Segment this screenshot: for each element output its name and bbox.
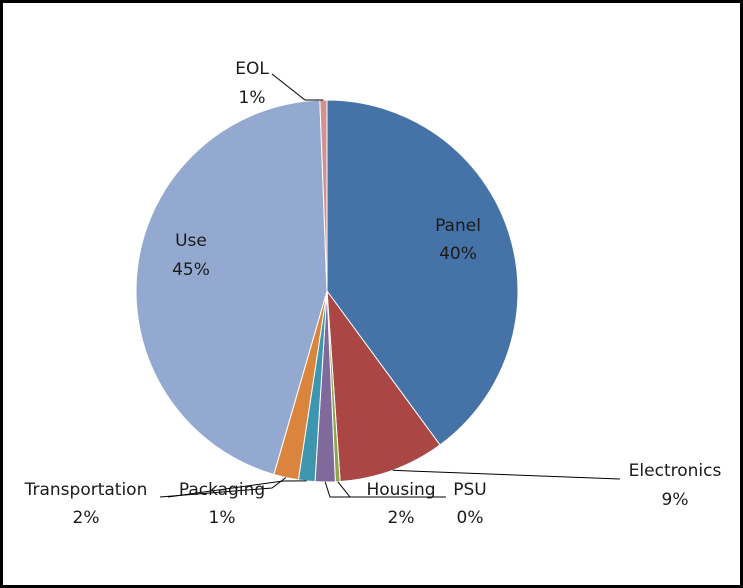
pie-slice-use — [135, 99, 328, 476]
pie-slice-panel — [326, 99, 519, 446]
leader-line-transportation — [159, 477, 287, 498]
label-psu-value: 0% — [457, 508, 484, 528]
label-eol-value: 1% — [239, 88, 266, 108]
label-psu-name: PSU — [453, 480, 487, 500]
leader-line-eol — [271, 73, 324, 101]
label-use-value: 45% — [172, 260, 210, 280]
label-packaging-name: Packaging — [179, 480, 265, 500]
leader-lines — [159, 73, 621, 498]
leader-line-packaging — [167, 480, 307, 498]
label-housing-value: 2% — [388, 508, 415, 528]
label-transportation-value: 2% — [73, 508, 100, 528]
label-eol-name: EOL — [235, 59, 269, 79]
label-electronics-value: 9% — [662, 490, 689, 510]
label-panel-name: Panel — [435, 216, 481, 236]
label-housing-name: Housing — [366, 480, 435, 500]
leader-line-housing — [324, 481, 440, 498]
label-transportation-name: Transportation — [24, 480, 148, 500]
label-use-name: Use — [175, 231, 207, 251]
label-electronics-name: Electronics — [629, 461, 722, 481]
label-panel-value: 40% — [439, 244, 477, 264]
pie-slices — [135, 99, 519, 483]
label-packaging-value: 1% — [209, 508, 236, 528]
leader-line-electronics — [392, 469, 621, 480]
